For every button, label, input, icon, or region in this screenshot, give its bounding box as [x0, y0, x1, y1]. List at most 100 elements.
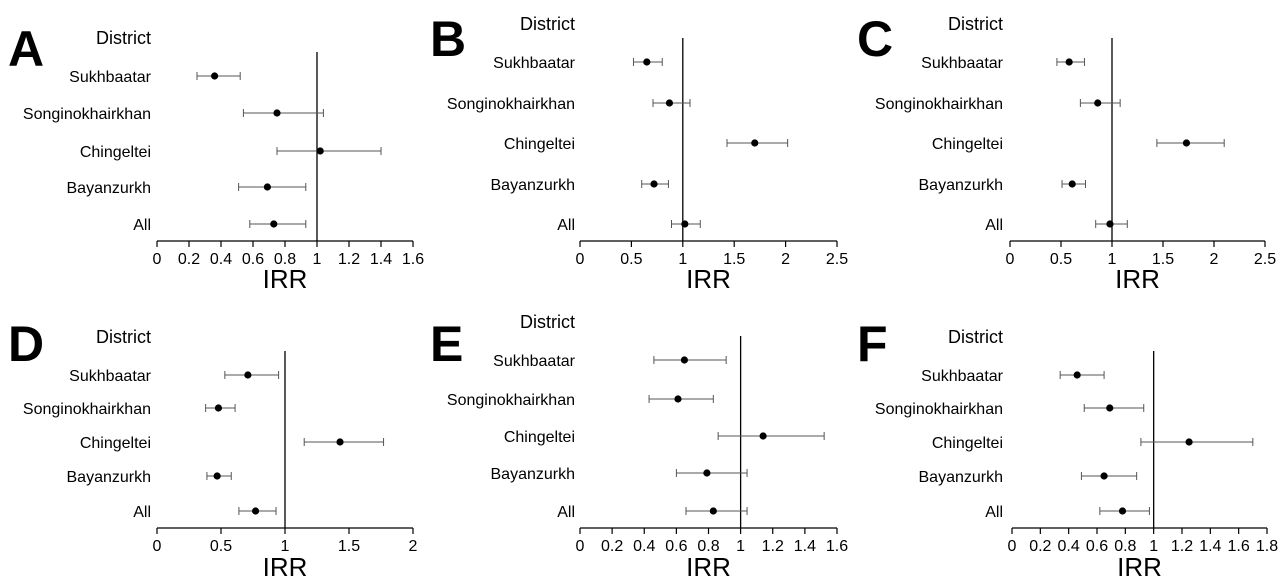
category-label: All [133, 217, 151, 234]
category-title: District [520, 14, 575, 34]
x-tick-label: 0.5 [210, 538, 232, 555]
x-tick-label: 0.6 [1086, 538, 1108, 555]
category-label: Sukhbaatar [493, 55, 576, 72]
point-estimate [270, 220, 278, 228]
x-tick-label: 2 [781, 251, 790, 268]
point-estimate [703, 469, 711, 477]
category-label: Chingeltei [80, 435, 151, 452]
x-tick-label: 1.5 [723, 251, 745, 268]
panel-f: F District 0 0.2 0.4 0.6 0.8 1 1.2 1.4 1.6 1.8 IRR Su… [857, 316, 1278, 580]
x-tick-label: 1 [313, 251, 322, 268]
category-label: Songinokhairkhan [447, 392, 575, 409]
point-estimate [336, 438, 344, 446]
x-axis-title: IRR [686, 264, 731, 294]
point-estimate [751, 139, 759, 147]
x-tick-label: 1.2 [1171, 538, 1193, 555]
category-label: Chingeltei [932, 136, 1003, 153]
x-axis-title: IRR [1117, 552, 1162, 580]
x-tick-label: 1 [736, 538, 745, 555]
panel-b: B District 0 0.5 1 1.5 2 2.5 IRR Sukhbaatar Songin… [430, 11, 848, 294]
x-tick-label: 1.8 [1256, 538, 1278, 555]
category-label: Songinokhairkhan [875, 401, 1003, 418]
x-axis-title: IRR [686, 552, 731, 580]
category-title: District [96, 28, 151, 48]
x-axis-title: IRR [1115, 264, 1160, 294]
x-tick-label: 1 [678, 251, 687, 268]
x-tick-label: 0.4 [1058, 538, 1080, 555]
point-estimate [211, 72, 219, 80]
x-tick-label: 1.4 [370, 251, 392, 268]
point-estimate [1094, 99, 1102, 107]
x-tick-label: 1.6 [826, 538, 848, 555]
x-tick-label: 0 [576, 538, 585, 555]
point-estimate [1068, 180, 1076, 188]
point-estimate [1185, 438, 1193, 446]
category-label: Bayanzurkh [67, 180, 152, 197]
point-estimate [1106, 220, 1114, 228]
point-estimate [709, 507, 717, 515]
x-tick-label: 0.4 [210, 251, 232, 268]
point-estimate [1106, 404, 1114, 412]
point-estimate [643, 58, 651, 66]
category-label: Sukhbaatar [493, 353, 576, 370]
point-estimate [680, 356, 689, 364]
x-tick-label: 0.8 [697, 538, 719, 555]
category-label: Sukhbaatar [921, 55, 1004, 72]
category-label: Sukhbaatar [69, 368, 152, 385]
category-label: All [985, 504, 1003, 521]
category-label: Bayanzurkh [67, 469, 152, 486]
x-tick-label: 0 [153, 538, 162, 555]
point-estimate [759, 432, 767, 440]
point-estimate [1182, 139, 1191, 147]
category-label: All [557, 217, 575, 234]
x-tick-label: 1.2 [338, 251, 360, 268]
x-tick-label: 0.8 [1114, 538, 1136, 555]
panel-letter: A [8, 21, 44, 77]
point-estimate [213, 472, 221, 480]
x-tick-label: 0 [1008, 538, 1017, 555]
x-tick-label: 0 [576, 251, 585, 268]
category-title: District [948, 14, 1003, 34]
x-tick-label: 2.5 [1254, 251, 1276, 268]
category-title: District [948, 327, 1003, 347]
category-label: Chingeltei [504, 429, 575, 446]
point-estimate [1118, 507, 1127, 515]
x-tick-label: 1.6 [1228, 538, 1250, 555]
x-tick-label: 1.4 [794, 538, 816, 555]
point-estimate [251, 507, 260, 515]
panel-e: E District 0 0.2 0.4 0.6 0.8 1 1.2 1.4 1.6 IRR Sukhb… [430, 312, 848, 580]
point-estimate [650, 180, 658, 188]
x-tick-label: 0 [153, 251, 162, 268]
point-estimate [665, 99, 674, 107]
category-label: Chingeltei [932, 435, 1003, 452]
x-tick-label: 1 [1108, 251, 1117, 268]
category-label: Bayanzurkh [491, 177, 576, 194]
panel-letter: D [8, 316, 44, 372]
point-estimate [244, 371, 252, 379]
x-tick-label: 2.5 [826, 251, 848, 268]
category-title: District [520, 312, 575, 332]
x-tick-label: 0.2 [178, 251, 200, 268]
x-tick-label: 0.6 [665, 538, 687, 555]
x-axis-title: IRR [263, 264, 308, 294]
panel-a: A District 0 0.2 0.4 0.6 0.8 1 1.2 1.4 1.6 IRR Sukhb… [8, 21, 424, 294]
x-tick-label: 1.5 [1152, 251, 1174, 268]
point-estimate [1065, 58, 1073, 66]
category-label: All [133, 504, 151, 521]
x-tick-label: 1.5 [338, 538, 360, 555]
point-estimate [214, 404, 223, 412]
x-tick-label: 0.5 [620, 251, 642, 268]
x-tick-label: 0.4 [633, 538, 655, 555]
point-estimate [1073, 371, 1081, 379]
category-label: Songinokhairkhan [23, 401, 151, 418]
x-axis-title: IRR [263, 552, 308, 580]
point-estimate [674, 395, 682, 403]
x-tick-label: 1.4 [1199, 538, 1221, 555]
panel-d: D District 0 0.5 1 1.5 2 IRR Sukhbaatar Songinokh… [8, 316, 418, 580]
panel-letter: F [857, 316, 888, 372]
category-label: Songinokhairkhan [447, 96, 575, 113]
panel-letter: B [430, 11, 466, 67]
x-tick-label: 0 [1006, 251, 1015, 268]
category-label: Songinokhairkhan [875, 96, 1003, 113]
